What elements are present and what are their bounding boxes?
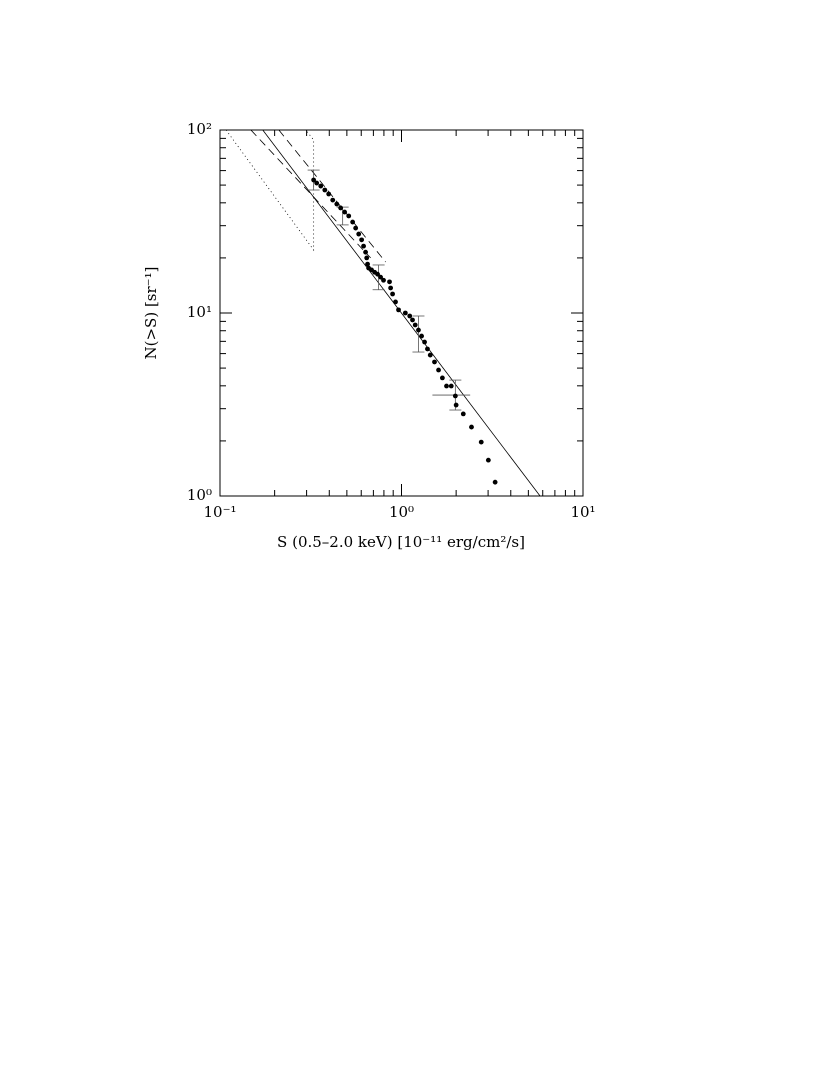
data-point xyxy=(326,191,332,197)
x-tick-label: 10¹ xyxy=(570,503,595,521)
data-point xyxy=(492,479,498,485)
data-point xyxy=(361,243,366,249)
data-point xyxy=(375,271,380,277)
data-point xyxy=(460,411,466,417)
data-point xyxy=(444,383,449,389)
data-point xyxy=(427,352,433,358)
data-point xyxy=(322,187,328,193)
data-point xyxy=(393,299,398,305)
data-point xyxy=(356,231,362,237)
data-point xyxy=(439,375,445,381)
model-line xyxy=(225,129,315,252)
data-point xyxy=(419,333,424,339)
model-line xyxy=(278,129,386,263)
data-point xyxy=(453,402,459,408)
x-axis-label: S (0.5–2.0 keV) [10⁻¹¹ erg/cm²/s] xyxy=(277,533,525,551)
y-axis-label: N(>S) [sr⁻¹] xyxy=(142,267,160,360)
data-point xyxy=(311,177,317,183)
data-point xyxy=(378,274,383,280)
data-point xyxy=(422,339,427,345)
data-point xyxy=(407,313,413,319)
data-point xyxy=(338,205,344,211)
data-point xyxy=(387,279,392,285)
model-line xyxy=(250,129,371,259)
data-point xyxy=(432,359,437,365)
data-point xyxy=(478,439,484,445)
data-point xyxy=(410,317,415,323)
data-point xyxy=(388,285,394,291)
data-point xyxy=(448,383,454,389)
data-point xyxy=(381,277,386,283)
data-point xyxy=(353,225,359,231)
data-point xyxy=(346,213,352,219)
data-point xyxy=(318,183,324,189)
data-point xyxy=(412,322,418,328)
x-tick-label: 10⁰ xyxy=(389,503,414,521)
data-point xyxy=(416,327,421,333)
data-point xyxy=(314,180,320,186)
data-point xyxy=(364,255,370,261)
data-point xyxy=(342,209,348,215)
data-point xyxy=(330,197,336,203)
data-point xyxy=(425,346,430,352)
y-tick-label: 10⁰ xyxy=(187,486,212,504)
data-point xyxy=(452,393,458,399)
data-point xyxy=(485,457,491,463)
x-tick-label: 10⁻¹ xyxy=(203,503,236,521)
model-line xyxy=(262,129,541,497)
data-point xyxy=(469,424,474,430)
data-point xyxy=(402,310,408,316)
data-point xyxy=(436,367,441,373)
data-point xyxy=(363,249,368,255)
data-point xyxy=(350,219,356,225)
data-point xyxy=(396,307,401,313)
y-tick-label: 10² xyxy=(187,120,212,138)
data-point xyxy=(390,291,395,297)
data-point xyxy=(334,201,340,207)
data-point xyxy=(359,237,365,243)
data-point xyxy=(365,261,370,267)
y-tick-label: 10¹ xyxy=(187,303,212,321)
